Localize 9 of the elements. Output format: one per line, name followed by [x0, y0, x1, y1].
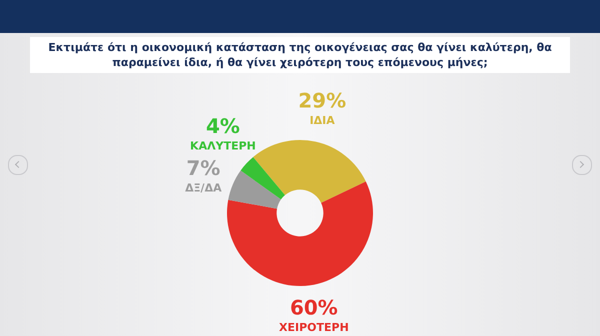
chart-title: Εκτιμάτε ότι η οικονομική κατάσταση της οικογένειας σας θα γίνει καλύτερη, θα παραμείνει ίδια, ή θα γίνει χειρότερη τους επόμενους μήνες; [30, 37, 570, 73]
data-label: 29% [298, 88, 346, 113]
data-label: 60% [290, 295, 338, 320]
slice-label: ΙΔΙΑ [310, 114, 336, 128]
slice-label: ΧΕΙΡΟΤΕΡΗ [278, 320, 349, 334]
slice-label: ΚΑΛΥΤΕΡΗ [190, 140, 256, 153]
data-label: 7% [186, 156, 220, 180]
data-label: 4% [206, 114, 240, 138]
slice-label: ΔΞ/ΔΑ [185, 182, 222, 195]
